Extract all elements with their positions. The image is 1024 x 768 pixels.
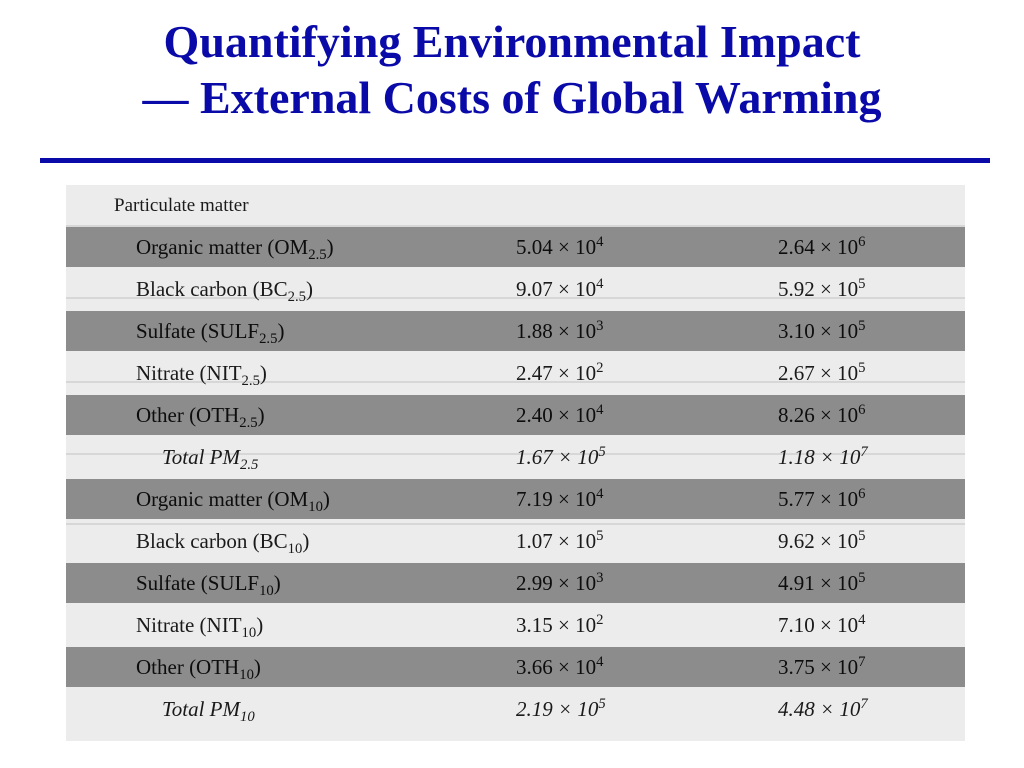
value-column-2: 5.77 × 106 (778, 485, 866, 511)
pollutant-name: Black carbon (BC2.5) (136, 277, 313, 306)
slide-title: Quantifying Environmental Impact — Exter… (0, 14, 1024, 126)
value-column-1: 3.66 × 104 (516, 653, 604, 679)
table-row: Black carbon (BC2.5) 9.07 × 104 5.92 × 105 (66, 269, 965, 309)
title-underline (40, 158, 990, 163)
value-column-1: 1.67 × 105 (516, 443, 606, 469)
pollutant-name: Other (OTH10) (136, 655, 261, 684)
value-column-1: 9.07 × 104 (516, 275, 604, 301)
value-column-2: 4.48 × 107 (778, 695, 868, 721)
pollutant-name: Total PM10 (162, 697, 255, 726)
pollutant-name: Other (OTH2.5) (136, 403, 265, 432)
pollutant-name: Organic matter (OM10) (136, 487, 330, 516)
pollutant-name: Sulfate (SULF2.5) (136, 319, 285, 348)
slide-title-line-2: — External Costs of Global Warming (142, 72, 882, 123)
value-column-2: 8.26 × 106 (778, 401, 866, 427)
table-row: Sulfate (SULF10) 2.99 × 103 4.91 × 105 (66, 563, 965, 603)
section-label: Particulate matter (114, 195, 249, 216)
value-column-1: 3.15 × 102 (516, 611, 604, 637)
pollutant-name: Sulfate (SULF10) (136, 571, 281, 600)
value-column-2: 2.64 × 106 (778, 233, 866, 259)
value-column-1: 7.19 × 104 (516, 485, 604, 511)
table-row: Other (OTH2.5) 2.40 × 104 8.26 × 106 (66, 395, 965, 435)
value-column-1: 2.19 × 105 (516, 695, 606, 721)
value-column-1: 2.99 × 103 (516, 569, 604, 595)
total-row: Total PM10 2.19 × 105 4.48 × 107 (66, 689, 965, 729)
value-column-2: 9.62 × 105 (778, 527, 866, 553)
value-column-1: 2.40 × 104 (516, 401, 604, 427)
pollutant-name: Nitrate (NIT10) (136, 613, 264, 642)
value-column-1: 5.04 × 104 (516, 233, 604, 259)
pollutant-name: Organic matter (OM2.5) (136, 235, 334, 264)
table-row: Black carbon (BC10) 1.07 × 105 9.62 × 105 (66, 521, 965, 561)
table-row: Organic matter (OM2.5) 5.04 × 104 2.64 × 1… (66, 227, 965, 267)
value-column-2: 3.10 × 105 (778, 317, 866, 343)
scanned-table-image: Particulate matter Organic matter (OM2.5… (66, 185, 965, 741)
pollutant-name: Total PM2.5 (162, 445, 259, 474)
value-column-2: 7.10 × 104 (778, 611, 866, 637)
value-column-2: 3.75 × 107 (778, 653, 866, 679)
table-row: Organic matter (OM10) 7.19 × 104 5.77 × 10… (66, 479, 965, 519)
slide-title-line-1: Quantifying Environmental Impact (163, 16, 861, 67)
table-row: Sulfate (SULF2.5) 1.88 × 103 3.10 × 105 (66, 311, 965, 351)
value-column-2: 4.91 × 105 (778, 569, 866, 595)
pollutant-name: Black carbon (BC10) (136, 529, 310, 558)
value-column-2: 1.18 × 107 (778, 443, 868, 469)
value-column-2: 5.92 × 105 (778, 275, 866, 301)
value-column-2: 2.67 × 105 (778, 359, 866, 385)
value-column-1: 1.88 × 103 (516, 317, 604, 343)
total-row: Total PM2.5 1.67 × 105 1.18 × 107 (66, 437, 965, 477)
table-row: Nitrate (NIT2.5) 2.47 × 102 2.67 × 105 (66, 353, 965, 393)
table-row: Other (OTH10) 3.66 × 104 3.75 × 107 (66, 647, 965, 687)
value-column-1: 2.47 × 102 (516, 359, 604, 385)
table-row: Nitrate (NIT10) 3.15 × 102 7.10 × 104 (66, 605, 965, 645)
pollutant-name: Nitrate (NIT2.5) (136, 361, 267, 390)
value-column-1: 1.07 × 105 (516, 527, 604, 553)
